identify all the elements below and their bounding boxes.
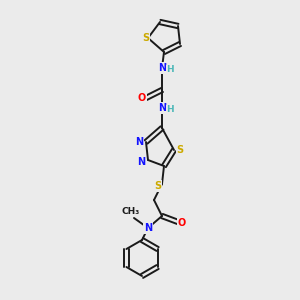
Text: H: H — [166, 106, 174, 115]
Text: S: S — [142, 33, 150, 43]
Text: S: S — [154, 181, 162, 191]
Text: N: N — [158, 63, 166, 73]
Text: O: O — [138, 93, 146, 103]
Text: CH₃: CH₃ — [122, 206, 140, 215]
Text: O: O — [178, 218, 186, 228]
Text: H: H — [166, 65, 174, 74]
Text: N: N — [158, 103, 166, 113]
Text: S: S — [176, 145, 184, 155]
Text: N: N — [144, 223, 152, 233]
Text: N: N — [137, 157, 145, 167]
Text: N: N — [135, 137, 143, 147]
